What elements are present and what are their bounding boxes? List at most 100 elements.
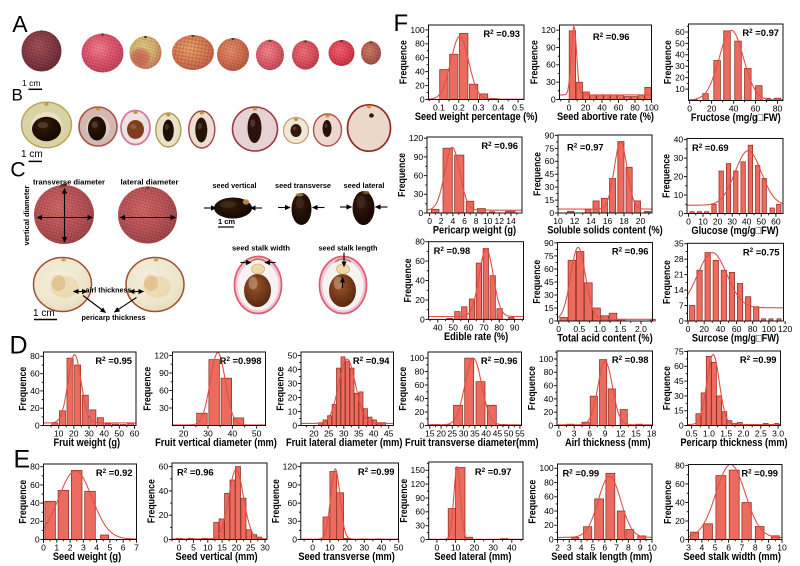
svg-text:0: 0 <box>35 420 40 430</box>
svg-text:0: 0 <box>177 543 182 553</box>
svg-text:0.4: 0.4 <box>492 103 504 113</box>
svg-text:20: 20 <box>675 73 685 83</box>
svg-text:4: 4 <box>700 543 705 553</box>
svg-text:Frequence: Frequence <box>398 366 409 410</box>
svg-text:18: 18 <box>619 216 629 226</box>
svg-text:6: 6 <box>726 543 731 553</box>
svg-text:transverse diameter: transverse diameter <box>33 178 105 187</box>
svg-text:120: 120 <box>154 350 169 360</box>
svg-text:0: 0 <box>556 429 561 439</box>
svg-text:21: 21 <box>674 270 684 280</box>
svg-text:vertical diameter: vertical diameter <box>22 185 31 245</box>
svg-text:1 cm: 1 cm <box>218 217 235 226</box>
svg-text:R2 =0.96: R2 =0.96 <box>481 355 518 366</box>
svg-text:R2 =0.97: R2 =0.97 <box>567 142 604 153</box>
svg-text:60: 60 <box>287 498 297 508</box>
svg-text:20: 20 <box>232 543 242 553</box>
svg-text:12: 12 <box>616 429 626 439</box>
svg-text:90: 90 <box>544 238 554 248</box>
svg-text:3: 3 <box>686 543 691 553</box>
svg-text:20: 20 <box>342 543 352 553</box>
svg-text:B: B <box>12 85 23 104</box>
svg-text:0.5: 0.5 <box>512 103 524 113</box>
svg-text:14: 14 <box>674 285 684 295</box>
svg-text:90: 90 <box>546 42 556 52</box>
svg-text:0.3: 0.3 <box>473 103 485 113</box>
svg-text:15: 15 <box>425 429 435 439</box>
svg-text:Frequence: Frequence <box>662 260 673 304</box>
svg-text:Frequence: Frequence <box>271 479 282 523</box>
svg-text:seed stalk length: seed stalk length <box>319 244 378 253</box>
svg-text:60: 60 <box>130 429 140 439</box>
svg-text:20: 20 <box>713 217 723 227</box>
svg-text:40: 40 <box>377 543 387 553</box>
svg-text:30: 30 <box>545 182 555 192</box>
svg-text:0.5: 0.5 <box>573 324 585 334</box>
svg-text:80: 80 <box>30 351 40 361</box>
svg-text:45: 45 <box>545 169 555 179</box>
svg-text:0: 0 <box>679 420 684 430</box>
svg-text:2: 2 <box>68 543 73 553</box>
svg-text:10: 10 <box>203 543 213 553</box>
svg-text:Frequence: Frequence <box>18 366 29 410</box>
svg-text:40: 40 <box>716 324 726 334</box>
svg-text:20: 20 <box>415 407 425 417</box>
svg-text:60: 60 <box>674 361 684 371</box>
svg-text:50: 50 <box>115 429 125 439</box>
svg-text:25: 25 <box>324 429 334 439</box>
svg-text:30: 30 <box>459 429 469 439</box>
svg-text:6: 6 <box>462 216 467 226</box>
svg-text:seed transverse: seed transverse <box>275 181 331 190</box>
svg-text:Airl thickness (mm): Airl thickness (mm) <box>565 437 651 449</box>
svg-text:Edible rate (%): Edible rate (%) <box>444 331 508 343</box>
svg-text:80: 80 <box>415 237 425 247</box>
svg-text:seed lateral: seed lateral <box>344 181 385 190</box>
svg-text:14: 14 <box>506 216 516 226</box>
svg-text:50: 50 <box>288 350 298 360</box>
svg-text:Frequence: Frequence <box>528 479 539 523</box>
svg-text:R2 =0.96: R2 =0.96 <box>593 31 630 42</box>
svg-text:20: 20 <box>674 172 684 182</box>
svg-text:5: 5 <box>591 543 596 553</box>
svg-text:1: 1 <box>54 543 59 553</box>
svg-text:5: 5 <box>191 543 196 553</box>
svg-text:20: 20 <box>69 429 79 439</box>
svg-text:120: 120 <box>541 25 556 35</box>
svg-text:0: 0 <box>686 324 691 334</box>
svg-text:20: 20 <box>581 103 591 113</box>
svg-text:R2 =0.99: R2 =0.99 <box>741 468 778 479</box>
svg-text:60: 60 <box>771 217 781 227</box>
svg-text:R2 =0.75: R2 =0.75 <box>743 246 780 257</box>
svg-text:2.0: 2.0 <box>635 324 647 334</box>
svg-text:0: 0 <box>556 324 561 334</box>
svg-text:1 cm: 1 cm <box>22 78 40 88</box>
svg-text:0: 0 <box>35 534 40 544</box>
svg-text:1 cm: 1 cm <box>33 308 55 319</box>
svg-text:0: 0 <box>420 94 425 104</box>
svg-text:20: 20 <box>636 216 646 226</box>
svg-text:90: 90 <box>510 322 520 332</box>
svg-text:Frequence: Frequence <box>661 154 672 198</box>
svg-text:15: 15 <box>674 406 684 416</box>
svg-text:90: 90 <box>545 130 555 140</box>
svg-text:R2 =0.99: R2 =0.99 <box>740 354 777 365</box>
svg-text:Fruit lateral diameter (mm): Fruit lateral diameter (mm) <box>286 437 403 449</box>
svg-text:9: 9 <box>603 429 608 439</box>
svg-text:12: 12 <box>495 216 505 226</box>
svg-text:0: 0 <box>292 420 297 430</box>
svg-text:60: 60 <box>415 380 425 390</box>
svg-text:10: 10 <box>325 543 335 553</box>
svg-text:0: 0 <box>551 94 556 104</box>
svg-text:100: 100 <box>762 324 777 334</box>
svg-text:28: 28 <box>674 254 684 264</box>
svg-text:0: 0 <box>679 316 684 326</box>
svg-text:seed stalk width: seed stalk width <box>232 244 290 253</box>
svg-text:0: 0 <box>548 420 553 430</box>
svg-text:0: 0 <box>549 208 554 218</box>
svg-text:30: 30 <box>675 61 685 71</box>
svg-text:75: 75 <box>674 346 684 356</box>
svg-text:Frequence: Frequence <box>527 366 538 410</box>
svg-text:40: 40 <box>507 543 517 553</box>
svg-text:0: 0 <box>420 314 425 324</box>
svg-text:60: 60 <box>675 479 685 489</box>
